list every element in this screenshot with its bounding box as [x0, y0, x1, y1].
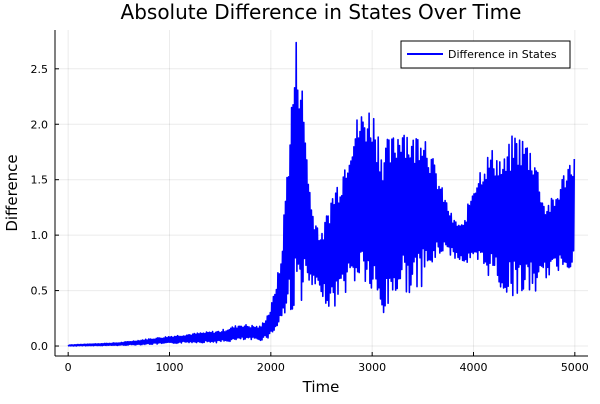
x-tick-label: 0 — [65, 361, 72, 374]
x-tick-label: 2000 — [257, 361, 285, 374]
ticks: 0 1000 2000 3000 4000 5000 0.0 0.5 1.0 1.5 2.0 2.5 — [31, 63, 589, 374]
y-tick-label: 2.5 — [31, 63, 49, 76]
chart-title: Absolute Difference in States Over Time — [121, 0, 522, 24]
y-tick-label: 0.5 — [31, 285, 49, 298]
series-line — [67, 41, 576, 347]
y-tick-label: 2.0 — [31, 118, 49, 131]
series-difference-in-states — [67, 41, 576, 347]
legend-label: Difference in States — [448, 48, 557, 61]
y-tick-label: 1.0 — [31, 229, 49, 242]
y-axis-label: Difference — [3, 154, 21, 231]
x-axis-label: Time — [302, 378, 340, 396]
x-tick-label: 5000 — [561, 361, 589, 374]
y-tick-label: 1.5 — [31, 174, 49, 187]
y-tick-label: 0.0 — [31, 340, 49, 353]
x-tick-label: 3000 — [358, 361, 386, 374]
legend: Difference in States — [400, 40, 571, 69]
x-tick-label: 1000 — [156, 361, 184, 374]
x-tick-label: 4000 — [459, 361, 487, 374]
